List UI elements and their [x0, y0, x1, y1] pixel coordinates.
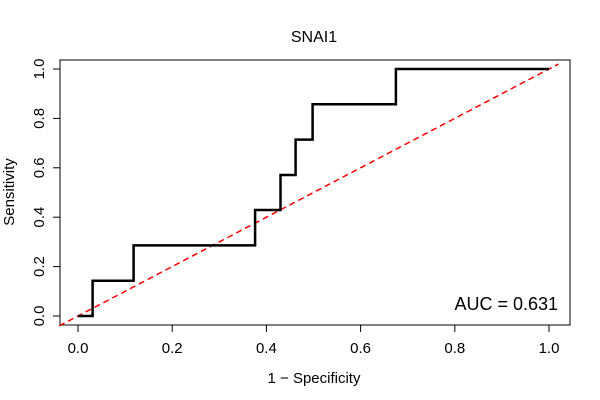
y-tick-label: 1.0 [31, 59, 48, 80]
reference-diagonal-line [58, 63, 559, 327]
y-tick-label: 0.6 [31, 157, 48, 178]
x-tick-label: 0.8 [444, 340, 465, 357]
y-tick-label: 0.8 [31, 108, 48, 129]
x-axis-title: 1 − Specificity [268, 370, 361, 387]
roc-curve-line [78, 67, 549, 318]
y-tick-label: 0.0 [31, 306, 48, 327]
x-tick-label: 0.0 [68, 340, 89, 357]
plot-frame [59, 59, 571, 326]
y-axis: 0.0 0.2 0.4 0.6 0.8 1.0 [31, 59, 61, 327]
x-tick-label: 1.0 [539, 340, 560, 357]
chart-title: SNAI1 [291, 29, 337, 46]
y-tick-label: 0.2 [31, 256, 48, 277]
x-axis: 0.0 0.2 0.4 0.6 0.8 1.0 [68, 324, 560, 357]
x-tick-label: 0.6 [350, 340, 371, 357]
x-tick-label: 0.4 [256, 340, 277, 357]
x-tick-label: 0.2 [162, 340, 183, 357]
auc-annotation: AUC = 0.631 [454, 294, 558, 314]
y-axis-title: Sensitivity [1, 158, 18, 226]
y-tick-label: 0.4 [31, 207, 48, 228]
